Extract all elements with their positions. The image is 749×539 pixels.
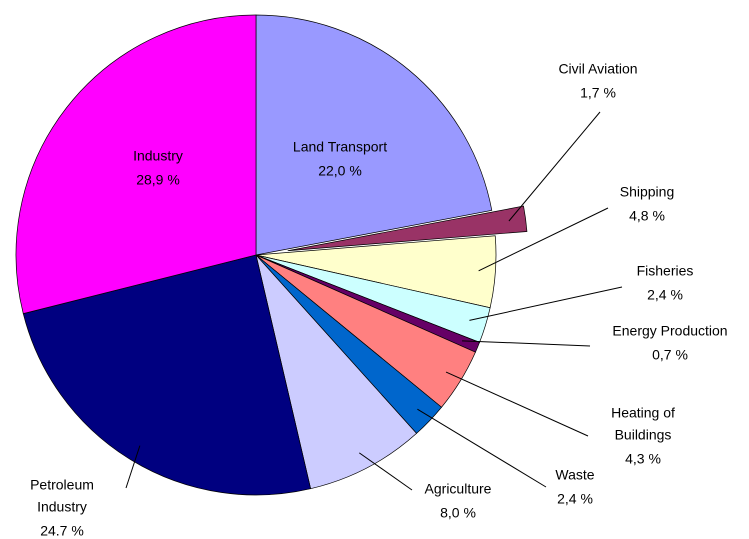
- slice-label: Industry: [37, 499, 87, 515]
- value-label: 28,9 %: [136, 172, 180, 188]
- slice-label: Energy Production: [612, 323, 727, 339]
- leader-line: [125, 445, 141, 489]
- leader-line: [445, 371, 589, 437]
- slice-label: Shipping: [620, 184, 675, 200]
- value-label: 8,0 %: [440, 505, 476, 521]
- value-label: 22,0 %: [318, 163, 362, 179]
- value-label: 4,8 %: [629, 208, 665, 224]
- leader-line: [478, 207, 609, 272]
- pie-slice: [22, 254, 312, 496]
- slice-label: Fisheries: [637, 263, 694, 279]
- slice-label: Civil Aviation: [558, 61, 637, 77]
- slice-label: Heating of: [611, 405, 675, 421]
- pie-slice: [287, 205, 528, 252]
- slice-label: Petroleum: [30, 477, 94, 493]
- value-label: 2,4 %: [647, 287, 683, 303]
- slice-label: Waste: [555, 467, 594, 483]
- leader-line: [469, 286, 623, 321]
- leader-line: [508, 111, 601, 222]
- pie-slice: [255, 14, 493, 256]
- value-label: 4,3 %: [625, 451, 661, 467]
- value-label: 0,7 %: [652, 347, 688, 363]
- slice-label: Agriculture: [425, 481, 492, 497]
- slice-label: Land Transport: [293, 139, 387, 155]
- slice-label: Buildings: [615, 427, 672, 443]
- pie-slice: [15, 14, 257, 315]
- leader-line: [417, 408, 547, 488]
- value-label: 1,7 %: [580, 85, 616, 101]
- pie-slice: [255, 254, 418, 490]
- value-label: 2,4 %: [557, 491, 593, 507]
- leader-line: [359, 452, 413, 491]
- leader-line: [462, 340, 591, 347]
- slice-label: Industry: [133, 148, 183, 164]
- value-label: 24.7 %: [40, 523, 84, 539]
